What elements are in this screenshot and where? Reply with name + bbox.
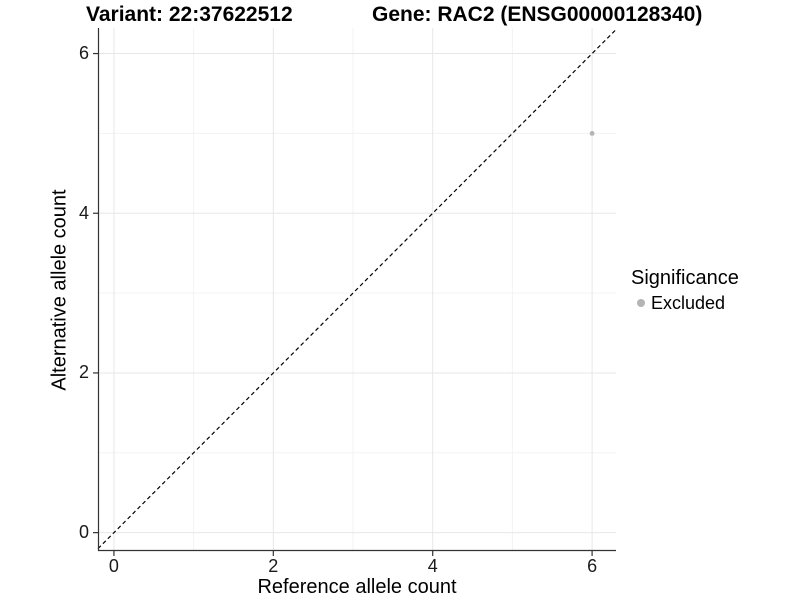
- plot-title-gene: Gene: RAC2 (ENSG00000128340): [372, 3, 703, 26]
- legend: Significance Excluded: [631, 266, 739, 314]
- x-tick-label: 6: [587, 556, 598, 576]
- data-point: [589, 130, 595, 136]
- y-tick-label: 2: [78, 362, 89, 383]
- plot-title-variant: Variant: 22:37622512: [86, 3, 293, 26]
- legend-item-label: Excluded: [651, 293, 726, 313]
- legend-item-excluded: Excluded: [631, 292, 739, 314]
- plot-panel-canvas: [93, 28, 617, 556]
- legend-title: Significance: [631, 267, 739, 289]
- plot-panel: [93, 28, 617, 556]
- identity-line: [97, 29, 617, 550]
- y-tick-label: 0: [78, 522, 89, 543]
- x-axis-label: Reference allele count: [257, 576, 457, 598]
- y-tick-label: 6: [78, 43, 89, 64]
- excluded-point-icon: [637, 299, 645, 307]
- y-tick-label: 4: [78, 202, 89, 223]
- x-tick-label: 4: [427, 556, 438, 576]
- x-tick-label: 0: [108, 556, 119, 576]
- x-tick-label: 2: [268, 556, 279, 576]
